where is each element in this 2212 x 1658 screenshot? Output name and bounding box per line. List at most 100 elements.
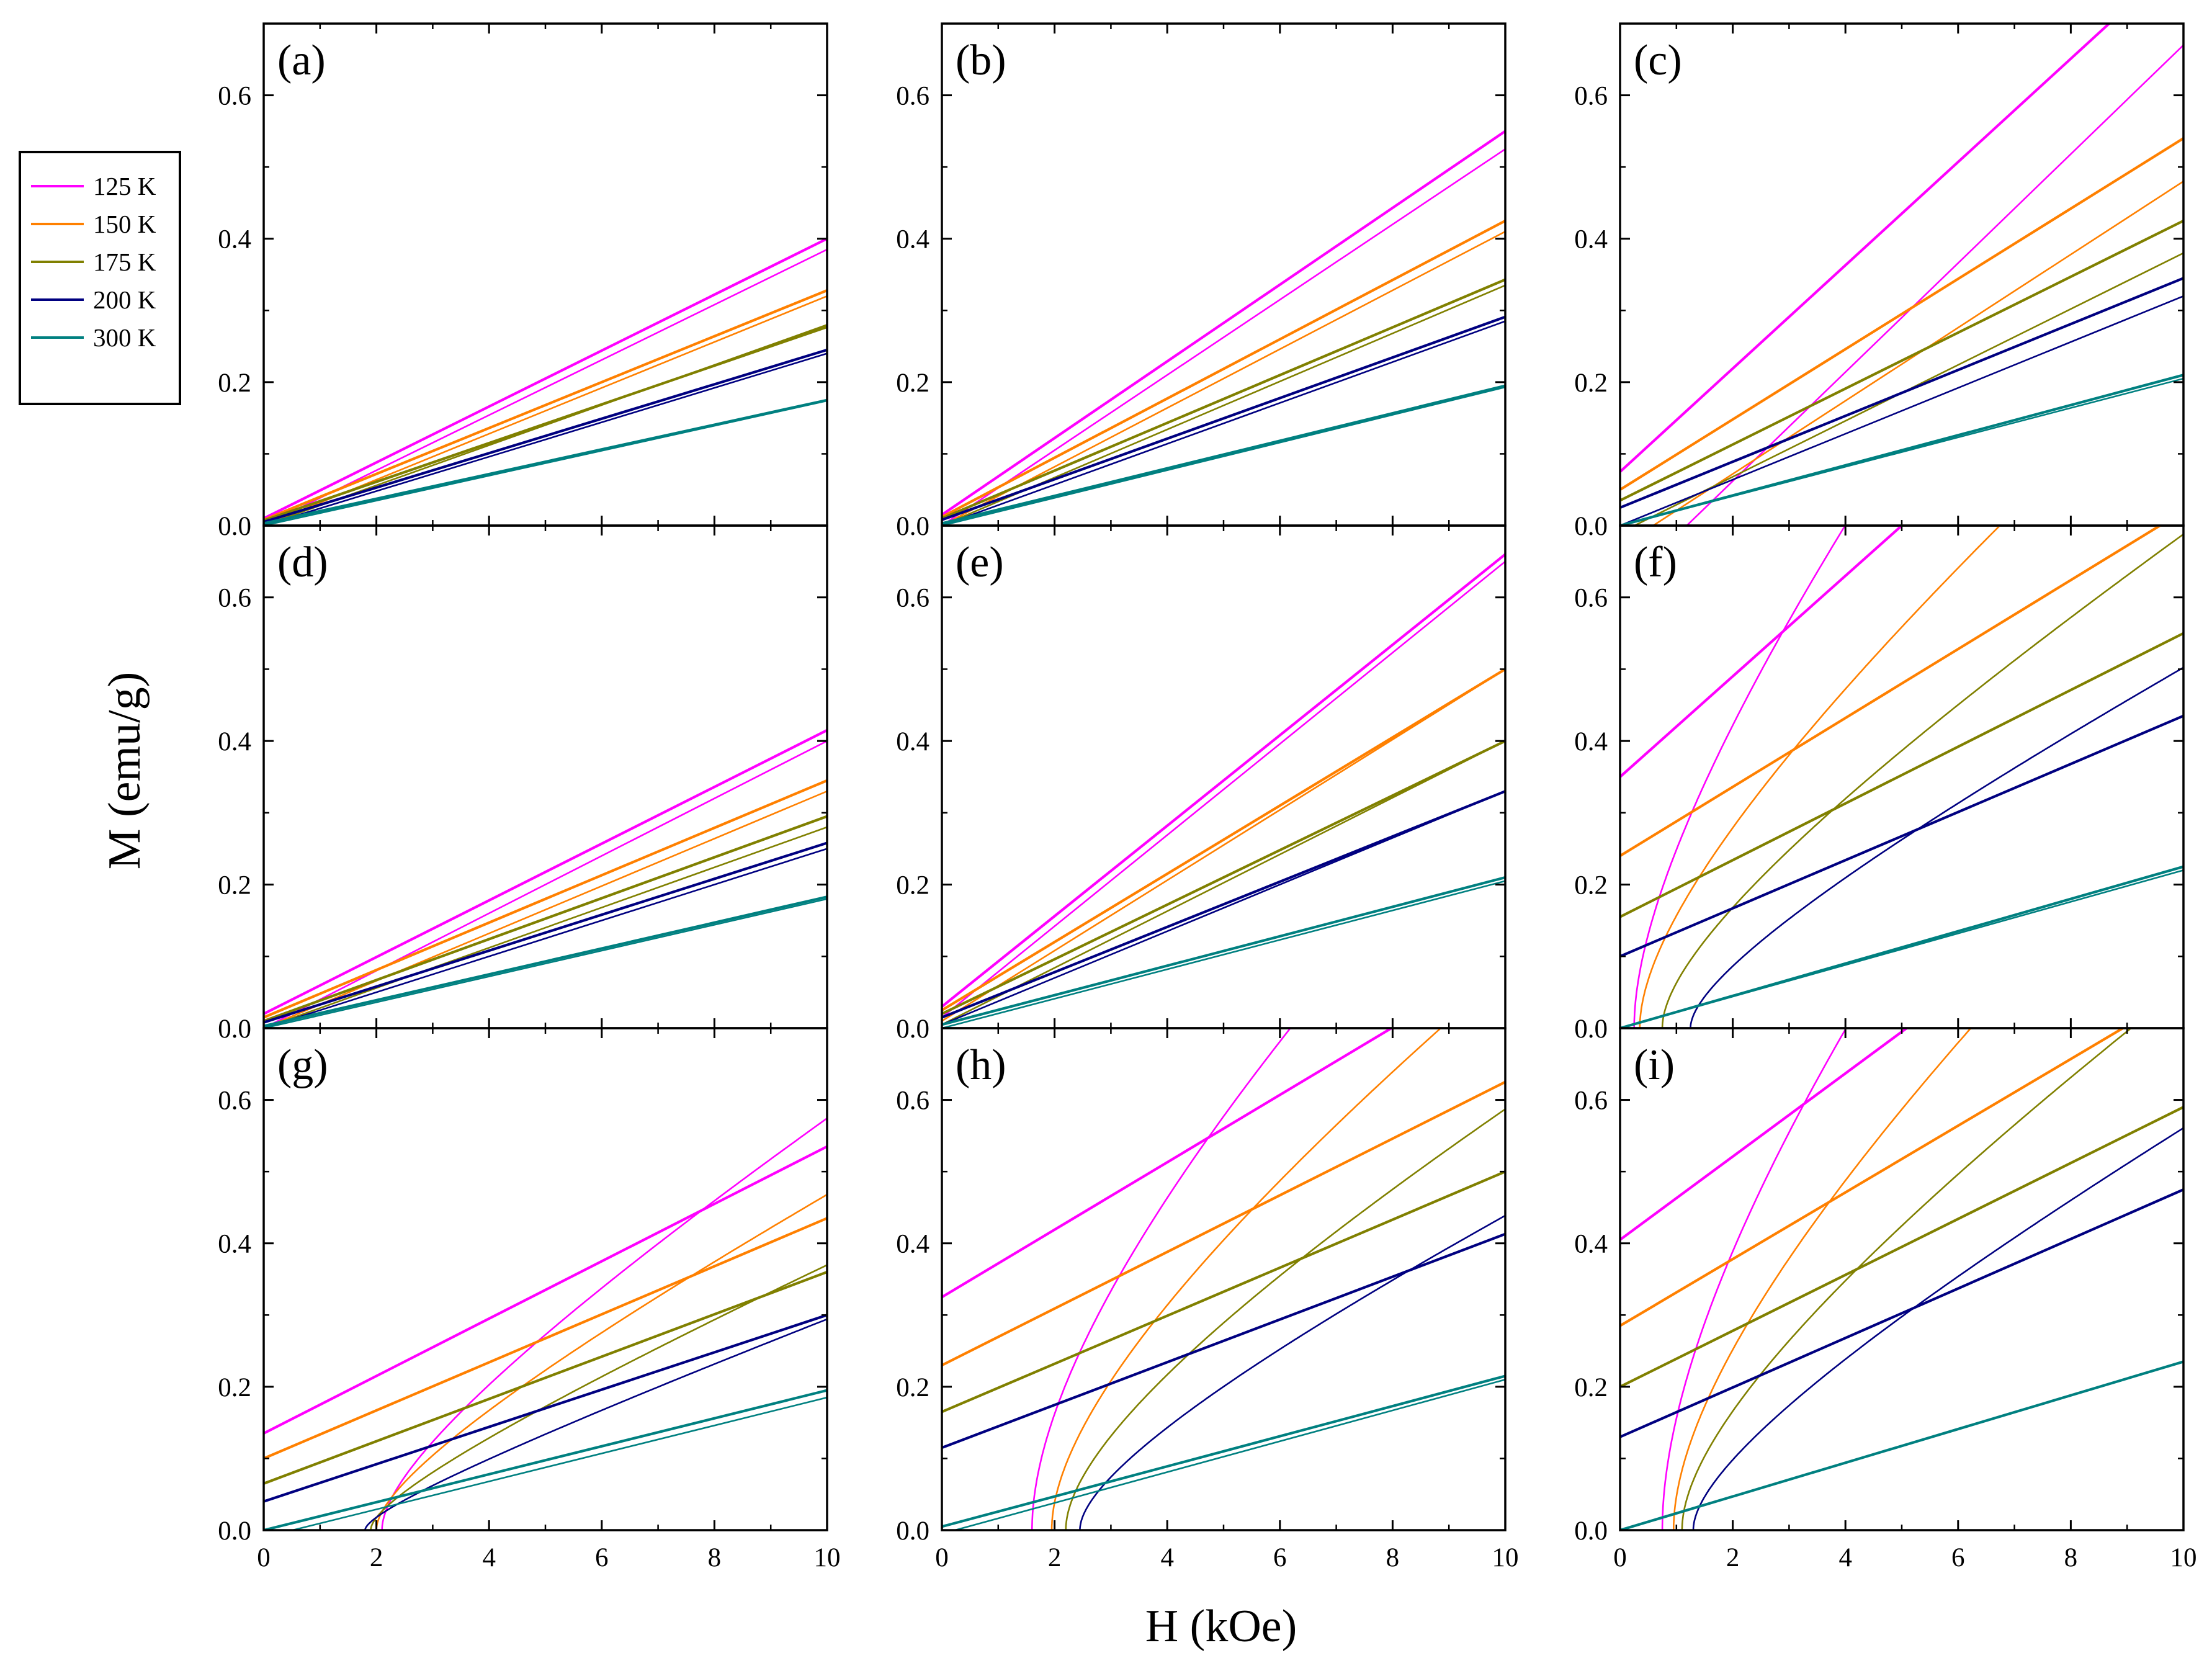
y-tick-label: 0.2 (1574, 369, 1608, 398)
y-tick-label: 0.0 (896, 512, 929, 541)
panel-g-curves (264, 1118, 827, 1530)
series-300k-upper-branch (942, 1374, 1505, 1528)
x-tick-label: 6 (1951, 1543, 1965, 1572)
series-300k-lower-branch (264, 898, 827, 1028)
series-150k-upper-branch (1620, 526, 2163, 858)
y-tick-label: 0.6 (218, 1087, 251, 1116)
y-tick-label: 0.4 (1574, 727, 1608, 756)
panel-c-label: (c) (1634, 37, 1682, 84)
series-200k-upper-branch (1620, 277, 2183, 509)
series-150k-upper-branch (942, 668, 1505, 1011)
panel-a-curves (264, 237, 827, 526)
series-125k-lower-branch (1661, 1028, 1847, 1530)
series-175k-upper-branch (264, 1270, 827, 1485)
series-300k-lower-branch (1620, 869, 2183, 1028)
y-tick-label: 0.0 (218, 512, 251, 541)
panel-b-label: (b) (956, 37, 1006, 84)
series-150k-lower-branch (264, 790, 827, 1028)
series-150k-upper-branch (264, 779, 827, 1019)
y-tick-label: 0.2 (1574, 1373, 1608, 1402)
x-tick-label: 0 (1613, 1543, 1627, 1572)
panel-d: 0.0 0.2 0.4 0.6 (d) (218, 524, 828, 1044)
x-tick-label: 2 (370, 1543, 383, 1572)
y-tick-label: 0.2 (896, 1373, 929, 1402)
x-tick-label: 2 (1726, 1543, 1740, 1572)
y-axis-title: M (emu/g) (99, 672, 150, 870)
panel-e-label: (e) (956, 539, 1004, 586)
y-tick-label: 0.0 (218, 1517, 251, 1546)
panel-h: 0.0 0.2 0.4 0.6 0 2 4 6 8 10 (h) (896, 1027, 1519, 1572)
series-300k-upper-branch (942, 384, 1505, 525)
series-300k-lower-branch (264, 400, 827, 526)
series-175k-lower-branch (1681, 1028, 2133, 1530)
panel-g-frame (262, 1027, 828, 1531)
series-125k-upper-branch (1620, 526, 1904, 778)
series-200k-upper-branch (1620, 1188, 2183, 1438)
y-tick-label: 0.6 (218, 82, 251, 111)
x-tick-label: 8 (1386, 1543, 1400, 1572)
series-300k-lower-branch (1620, 1361, 2183, 1530)
series-175k-upper-branch (942, 1170, 1505, 1414)
x-tick-label: 10 (1492, 1543, 1519, 1572)
x-axis-title: H (kOe) (1145, 1601, 1297, 1652)
y-tick-label: 0.4 (1574, 1230, 1608, 1259)
y-tick-label: 0.4 (1574, 225, 1608, 254)
panel-c: 0.0 0.2 0.4 0.6 (c) (1574, 22, 2185, 541)
panel-e-curves (942, 553, 1505, 1028)
series-175k-upper-branch (264, 815, 827, 1023)
series-200k-lower-branch (364, 1318, 827, 1530)
series-200k-upper-branch (942, 315, 1505, 521)
panel-d-label: (d) (277, 539, 328, 586)
legend-label-300k: 300 K (93, 323, 156, 352)
y-tick-label: 0.0 (896, 1517, 929, 1546)
x-tick-label: 8 (2064, 1543, 2078, 1572)
x-tick-label: 2 (1048, 1543, 1062, 1572)
y-tick-label: 0.2 (896, 871, 929, 900)
legend-label-125k: 125 K (93, 172, 156, 200)
series-150k-upper-branch (1620, 137, 2183, 491)
panel-b-frame (941, 22, 1507, 527)
series-200k-upper-branch (264, 1314, 827, 1503)
series-300k-lower-branch (1620, 377, 2183, 526)
panel-b-curves (942, 130, 1505, 526)
panel-c-curves (1620, 24, 2183, 526)
series-300k-lower-branch (289, 1396, 827, 1530)
x-tick-label: 0 (935, 1543, 949, 1572)
series-200k-lower-branch (1079, 1214, 1505, 1530)
series-125k-lower-branch (264, 248, 827, 526)
y-tick-label: 0.0 (896, 1015, 929, 1044)
legend-label-200k: 200 K (93, 285, 156, 314)
y-tick-label: 0.0 (1574, 1517, 1608, 1546)
series-300k-upper-branch (942, 876, 1505, 1026)
series-125k-lower-branch (1031, 1028, 1292, 1530)
panel-g: 0.0 0.2 0.4 0.6 0 2 4 6 8 10 (g) (218, 1027, 841, 1572)
panel-h-label: (h) (956, 1041, 1006, 1089)
y-tick-label: 0.4 (218, 225, 251, 254)
panel-b: 0.0 0.2 0.4 0.6 (b) (896, 22, 1507, 541)
series-175k-upper-branch (1620, 1106, 2183, 1388)
y-tick-label: 0.6 (896, 82, 929, 111)
series-150k-lower-branch (1050, 1028, 1442, 1530)
x-tick-label: 4 (482, 1543, 496, 1572)
y-tick-label: 0.0 (1574, 512, 1608, 541)
panel-h-frame (941, 1027, 1507, 1531)
x-tick-label: 4 (1838, 1543, 1852, 1572)
panel-a-frame (262, 22, 828, 527)
panels: 0.00.20.40.6(a)0.00.20.40.6(b)0.00.20.40… (218, 22, 2197, 1572)
x-tick-label: 10 (814, 1543, 841, 1572)
series-175k-upper-branch (942, 278, 1505, 520)
y-tick-label: 0.4 (896, 225, 929, 254)
series-125k-upper-branch (942, 1028, 1394, 1299)
series-300k-upper-branch (264, 895, 827, 1028)
x-tick-label: 10 (2170, 1543, 2197, 1572)
panel-f-frame (1619, 524, 2185, 1029)
panel-a: 0.0 0.2 0.4 0.6 (a) (218, 22, 828, 541)
panel-f-label: (f) (1634, 539, 1677, 586)
panel-g-label: (g) (277, 1041, 328, 1089)
series-300k-upper-branch (264, 1389, 827, 1530)
series-150k-lower-branch (375, 1193, 827, 1530)
panel-a-label: (a) (277, 37, 326, 84)
series-150k-upper-branch (1620, 1028, 2126, 1327)
series-200k-upper-branch (264, 348, 827, 524)
series-300k-upper-branch (264, 398, 827, 525)
